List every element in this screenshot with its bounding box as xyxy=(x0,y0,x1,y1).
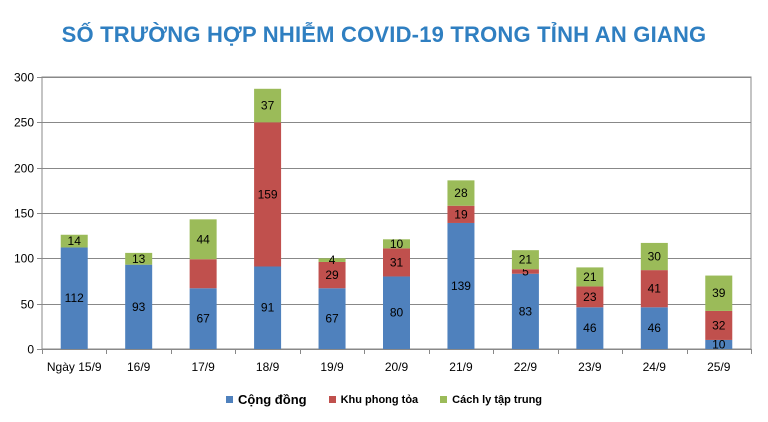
legend-item-cong-dong: Cộng đồng xyxy=(225,392,307,407)
bar-cong-dong xyxy=(511,273,539,349)
bar-cach-ly-tap-trung xyxy=(640,242,668,271)
bar-cong-dong xyxy=(189,288,217,349)
y-tick-label: 0 xyxy=(27,343,34,357)
x-tick-label: 22/9 xyxy=(514,360,538,374)
data-label-cong-dong: 83 xyxy=(519,304,533,318)
bar-cach-ly-tap-trung xyxy=(60,234,88,248)
y-tick-label: 100 xyxy=(14,252,34,266)
bar-cong-dong xyxy=(318,288,346,349)
chart-legend: Cộng đồng Khu phong tỏa Cách ly tập trun… xyxy=(0,392,768,407)
data-label-cong-dong: 139 xyxy=(451,279,471,293)
x-tick-label: 18/9 xyxy=(256,360,280,374)
legend-label-khu-phong-toa: Khu phong tỏa xyxy=(340,393,419,406)
x-tick-label: 17/9 xyxy=(191,360,215,374)
data-label-khu-phong-toa: 23 xyxy=(583,290,597,304)
bar-cong-dong xyxy=(125,264,153,349)
data-label-cong-dong: 10 xyxy=(712,337,726,351)
data-label-cach-ly-tap-trung: 44 xyxy=(196,232,210,246)
bar-cach-ly-tap-trung xyxy=(511,250,539,270)
legend-swatch-khu-phong-toa xyxy=(328,396,336,403)
data-label-cach-ly-tap-trung: 14 xyxy=(68,234,82,248)
bar-khu-phong-toa xyxy=(640,270,668,308)
bar-cach-ly-tap-trung xyxy=(705,275,733,311)
x-tick-label: 21/9 xyxy=(449,360,473,374)
bar-cong-dong xyxy=(447,222,475,349)
bar-khu-phong-toa xyxy=(447,205,475,223)
bar-cong-dong xyxy=(60,247,88,349)
data-label-cong-dong: 112 xyxy=(65,291,84,305)
bar-cach-ly-tap-trung xyxy=(254,88,282,123)
data-label-cong-dong: 80 xyxy=(390,306,404,320)
bar-khu-phong-toa xyxy=(511,269,539,274)
bar-cach-ly-tap-trung xyxy=(383,239,410,249)
bar-cach-ly-tap-trung xyxy=(576,267,604,287)
legend-label-cong-dong: Cộng đồng xyxy=(237,392,307,407)
bar-cach-ly-tap-trung xyxy=(318,258,346,262)
y-tick-label: 200 xyxy=(14,162,34,176)
legend-swatch-cong-dong xyxy=(225,396,233,403)
bar-cong-dong xyxy=(640,307,668,349)
bar-cach-ly-tap-trung xyxy=(447,180,475,206)
data-label-cach-ly-tap-trung: 21 xyxy=(519,253,533,267)
bar-cach-ly-tap-trung xyxy=(125,252,153,265)
data-label-khu-phong-toa: 41 xyxy=(648,282,662,296)
chart-title: SỐ TRƯỜNG HỢP NHIỄM COVID-19 TRONG TỈNH … xyxy=(61,22,707,47)
x-tick-label: 24/9 xyxy=(643,360,667,374)
data-label-cach-ly-tap-trung: 13 xyxy=(132,252,146,266)
data-label-cong-dong: 46 xyxy=(583,321,597,335)
y-tick-label: 50 xyxy=(21,298,35,312)
bar-cong-dong xyxy=(705,339,733,349)
data-label-cach-ly-tap-trung: 10 xyxy=(390,237,404,251)
x-tick-label: 19/9 xyxy=(320,360,344,374)
data-label-cong-dong: 91 xyxy=(261,301,275,315)
data-label-khu-phong-toa: 31 xyxy=(390,255,404,269)
bar-cach-ly-tap-trung xyxy=(189,219,217,260)
data-label-cach-ly-tap-trung: 39 xyxy=(712,286,726,300)
legend-swatch-cach-ly-tap-trung xyxy=(440,396,448,403)
bar-khu-phong-toa xyxy=(254,122,282,267)
data-label-cach-ly-tap-trung: 30 xyxy=(648,250,662,264)
data-label-cong-dong: 93 xyxy=(132,300,146,314)
legend-label-cach-ly-tap-trung: Cách ly tập trung xyxy=(452,393,543,406)
data-label-khu-phong-toa: 29 xyxy=(325,268,339,282)
legend-item-cach-ly-tap-trung: Cách ly tập trung xyxy=(440,394,542,406)
data-label-cach-ly-tap-trung: 4 xyxy=(329,253,336,267)
x-tick-label: 25/9 xyxy=(707,360,731,374)
data-label-cong-dong: 67 xyxy=(325,312,339,326)
bar-khu-phong-toa xyxy=(705,310,733,340)
bar-cong-dong xyxy=(254,266,282,349)
data-label-cong-dong: 46 xyxy=(648,321,662,335)
bar-khu-phong-toa xyxy=(189,259,217,289)
data-label-khu-phong-toa: 5 xyxy=(522,264,529,278)
bar-khu-phong-toa xyxy=(383,248,410,277)
y-tick-label: 150 xyxy=(14,207,34,221)
bar-khu-phong-toa xyxy=(318,261,346,289)
x-tick-label: Ngày 15/9 xyxy=(47,360,102,374)
x-tick-label: 20/9 xyxy=(385,360,409,374)
bar-cong-dong xyxy=(383,276,410,349)
bar-cong-dong xyxy=(576,307,604,349)
y-tick-label: 250 xyxy=(14,116,34,130)
data-label-khu-phong-toa: 32 xyxy=(712,318,726,332)
data-label-khu-phong-toa: 19 xyxy=(454,207,468,221)
y-tick-label: 300 xyxy=(14,71,34,85)
bar-khu-phong-toa xyxy=(576,286,604,308)
data-label-cach-ly-tap-trung: 28 xyxy=(454,186,468,200)
data-label-cach-ly-tap-trung: 37 xyxy=(261,99,275,113)
legend-item-khu-phong-toa: Khu phong tỏa xyxy=(328,393,419,406)
x-tick-label: 23/9 xyxy=(578,360,602,374)
data-label-khu-phong-toa: 159 xyxy=(258,187,278,201)
data-label-cach-ly-tap-trung: 21 xyxy=(583,270,597,284)
data-label-cong-dong: 67 xyxy=(196,312,210,326)
x-tick-label: 16/9 xyxy=(127,360,151,374)
